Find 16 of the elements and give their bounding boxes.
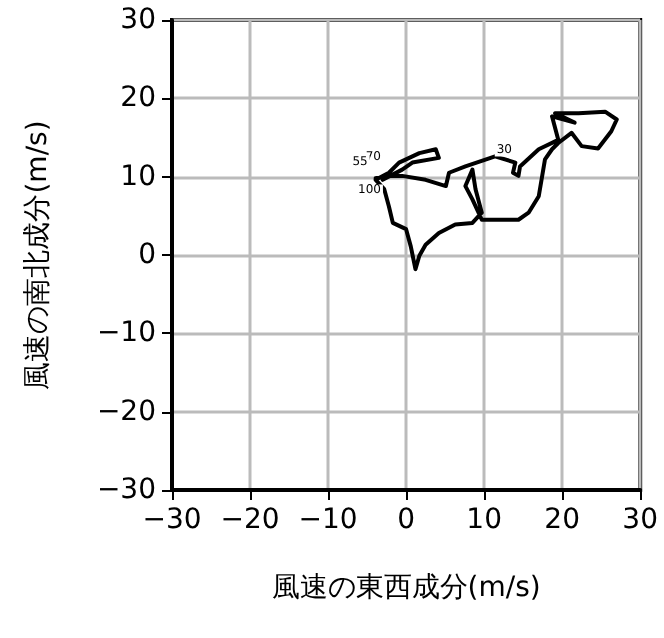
- y-tick-label: 0: [138, 239, 156, 271]
- x-tick-label: 10: [466, 504, 502, 536]
- y-tick-label: 20: [120, 82, 156, 115]
- x-tick-label: −10: [298, 504, 358, 536]
- y-tick-label: −20: [96, 395, 156, 428]
- y-tick-label: 30: [120, 4, 156, 36]
- y-tick-label: −30: [96, 474, 156, 506]
- x-tick-label: −30: [142, 504, 202, 536]
- y-tick-label: −10: [96, 317, 156, 350]
- x-tick-label: 30: [622, 504, 659, 536]
- x-tick-label: −20: [220, 504, 280, 536]
- y-tick-label: 10: [120, 160, 156, 193]
- x-axis-title: 風速の東西成分(m/s): [271, 572, 541, 604]
- y-axis-title: 風速の南北成分(m/s): [22, 120, 54, 390]
- x-tick-label: 20: [544, 504, 580, 536]
- x-tick-label: 0: [397, 504, 416, 536]
